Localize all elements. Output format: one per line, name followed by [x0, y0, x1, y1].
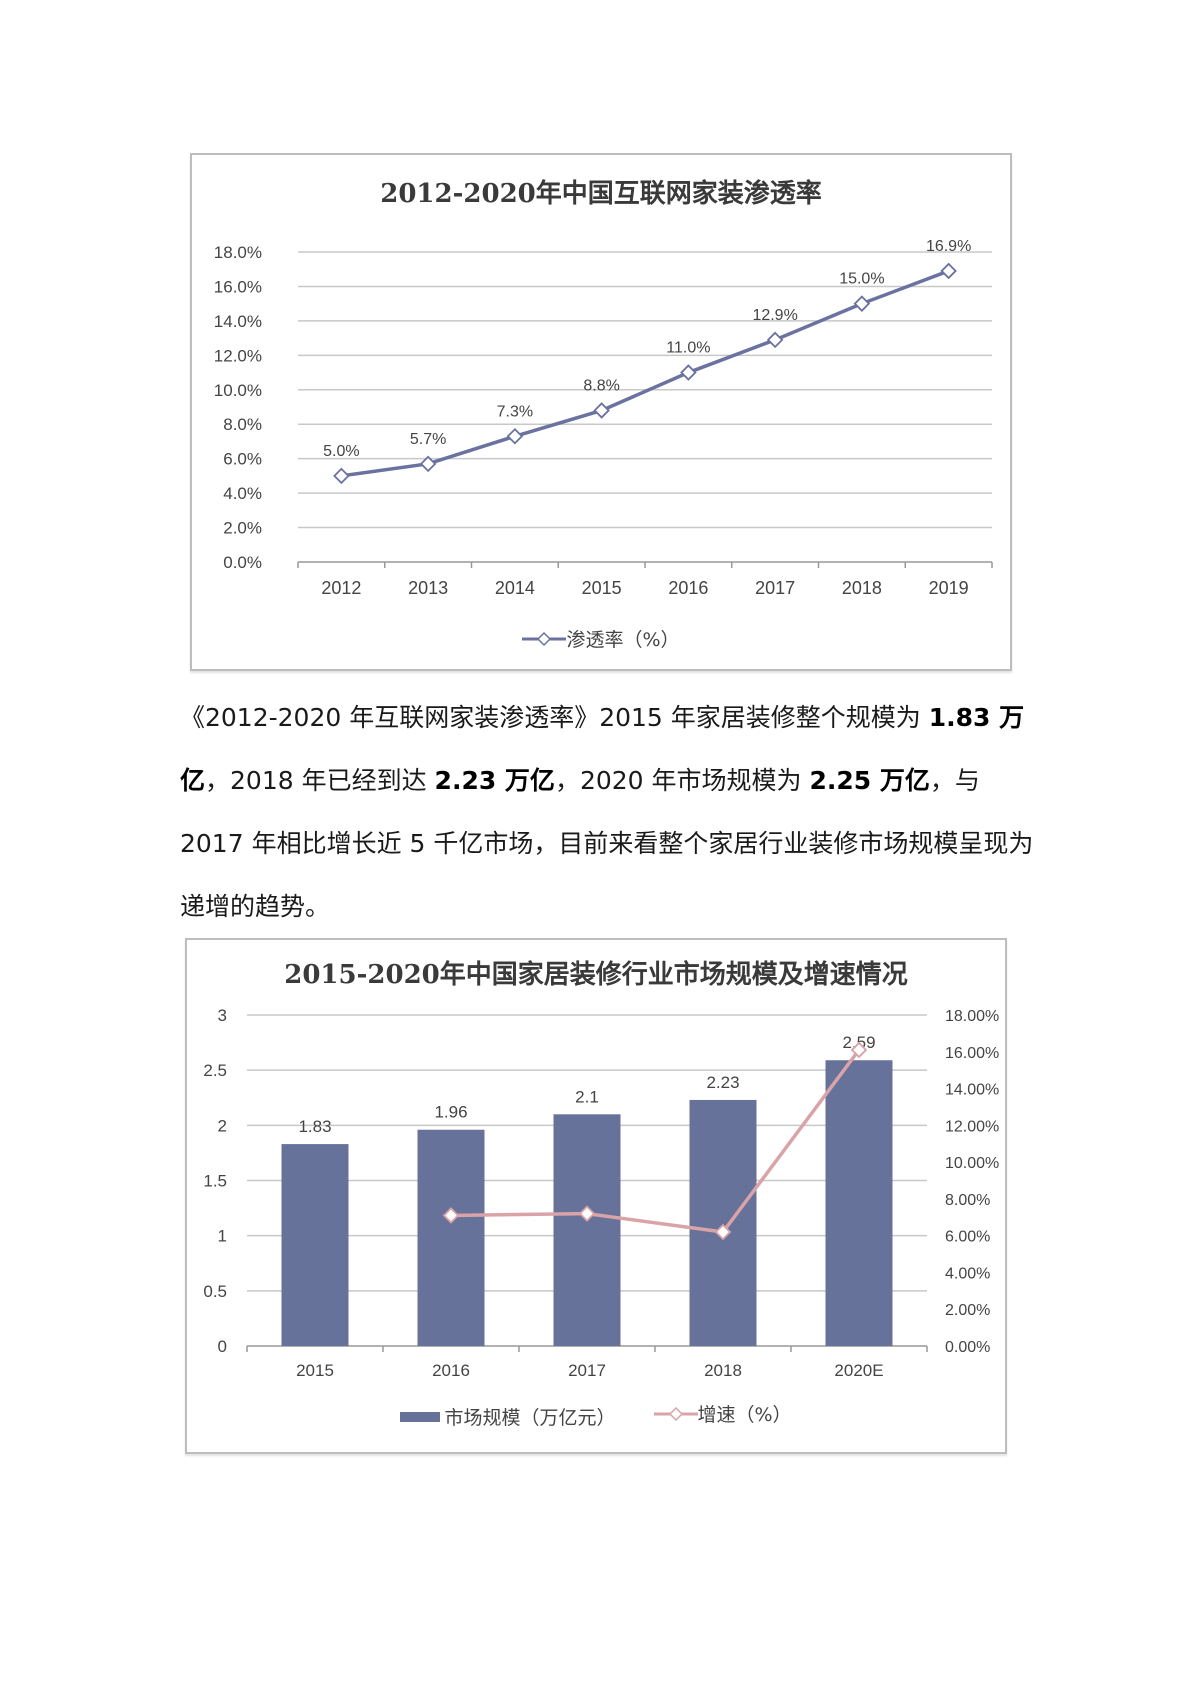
right-y-tick-label: 10.00%: [945, 1155, 999, 1172]
x-tick-label: 2017: [568, 1361, 606, 1380]
diamond-marker-icon: [442, 1207, 460, 1224]
market-size-bar: [689, 1099, 757, 1346]
diamond-marker-icon: [593, 402, 610, 419]
y-tick-label: 10.0%: [214, 381, 262, 400]
diamond-marker-icon: [578, 1205, 596, 1222]
y-tick-label: 6.0%: [223, 450, 262, 469]
y-tick-label: 0.0%: [223, 553, 262, 572]
bold-figure: 2.23 万亿: [434, 766, 555, 795]
chart-title: 2015-2020年中国家居装修行业市场规模及增速情况: [284, 960, 908, 990]
y-tick-label: 16.0%: [214, 277, 262, 296]
right-y-tick-label: 2.00%: [945, 1302, 990, 1319]
diamond-marker-icon: [850, 1041, 868, 1059]
left-y-tick-label: 2: [218, 1116, 227, 1135]
y-tick-label: 18.0%: [214, 243, 262, 262]
data-label: 5.0%: [323, 443, 359, 460]
data-label: 7.3%: [497, 403, 533, 420]
text-segment: ，2018 年已经到达: [205, 766, 435, 795]
right-y-tick-label: 18.00%: [945, 1008, 999, 1025]
bar-data-label: 2.1: [575, 1087, 599, 1106]
diamond-marker-icon: [853, 295, 871, 312]
chart-legend: 渗透率（%）: [192, 625, 1010, 652]
diamond-marker-icon: [419, 455, 437, 473]
text-segment: 《2012-2020 年互联网家装渗透率》2015 年家居装修整个规模为: [180, 703, 929, 732]
legend-item-market-size: 市场规模（万亿元）: [400, 1403, 615, 1430]
bold-figure: 2.25 万亿: [809, 766, 930, 795]
data-label: 15.0%: [839, 271, 884, 288]
combo-chart-plot: 0 0.5 1 1.5 2 2.5 3 0.00% 2.00% 4.00% 6.00% 8.00% 10…: [203, 1006, 999, 1380]
y-tick-label: 2.0%: [223, 519, 262, 538]
legend-item-penetration: 渗透率（%）: [522, 625, 680, 652]
line-diamond-marker-icon: [653, 1406, 698, 1421]
market-size-bar: [553, 1114, 621, 1346]
x-tick-label: 2015: [582, 578, 622, 598]
left-y-tick-label: 1.5: [203, 1172, 227, 1191]
diamond-marker-icon: [714, 1223, 732, 1241]
x-tick-label: 2012: [321, 578, 361, 598]
x-tick-label: 2020E: [834, 1361, 883, 1380]
x-tick-label: 2019: [929, 578, 969, 598]
y-tick-label: 14.0%: [214, 312, 262, 331]
x-tick-label: 2017: [755, 578, 795, 598]
bar-data-label: 1.96: [434, 1103, 467, 1122]
chart-title: 2012-2020年中国互联网家装渗透率: [380, 179, 822, 209]
left-y-tick-label: 3: [218, 1006, 227, 1025]
right-y-tick-label: 16.00%: [945, 1045, 999, 1062]
diamond-marker-icon: [766, 331, 784, 349]
left-y-tick-label: 1: [218, 1227, 227, 1246]
x-tick-label: 2014: [495, 578, 535, 598]
data-label: 12.9%: [752, 307, 797, 324]
left-y-tick-label: 0: [218, 1337, 227, 1356]
data-label: 16.9%: [926, 238, 971, 255]
diamond-marker-icon: [506, 428, 524, 445]
text-segment: ，与 2017 年相比增长近 5 千亿市场，目前来看整个家居行业装修市场规模呈现…: [180, 766, 1034, 921]
x-tick-label: 2013: [408, 578, 448, 598]
legend-label: 市场规模（万亿元）: [444, 1407, 616, 1429]
market-size-chart: 2015-2020年中国家居装修行业市场规模及增速情况 0 0.5 1 1.5 2 2.5…: [185, 938, 1007, 1454]
left-y-tick-label: 2.5: [203, 1061, 227, 1080]
y-tick-label: 4.0%: [223, 484, 262, 503]
penetration-rate-chart: 2012-2020年中国互联网家装渗透率 0.0% 2.0% 4.0% 6.0% 8.0…: [190, 153, 1012, 671]
chart-legend: 市场规模（万亿元） 增速（%）: [187, 1400, 1005, 1430]
right-y-tick-label: 0.00%: [945, 1339, 990, 1356]
market-size-bar: [281, 1144, 349, 1346]
market-size-bar: [417, 1129, 485, 1346]
penetration-line: [341, 269, 950, 478]
legend-label: 渗透率（%）: [566, 629, 680, 651]
line-diamond-marker-icon: [522, 631, 567, 646]
diamond-marker-icon: [333, 467, 350, 485]
bar-data-label: 1.83: [298, 1117, 331, 1136]
right-y-tick-label: 4.00%: [945, 1265, 990, 1282]
x-tick-label: 2018: [704, 1361, 742, 1380]
data-label: 11.0%: [666, 340, 710, 357]
right-y-tick-label: 12.00%: [945, 1118, 999, 1135]
diamond-marker-icon: [680, 364, 697, 381]
x-tick-label: 2015: [296, 1361, 334, 1380]
x-tick-label: 2016: [668, 578, 708, 598]
body-paragraph: 《2012-2020 年互联网家装渗透率》2015 年家居装修整个规模为 1.8…: [180, 686, 1040, 938]
right-y-tick-label: 8.00%: [945, 1192, 990, 1209]
bar-swatch-icon: [400, 1411, 441, 1422]
y-tick-label: 8.0%: [223, 415, 262, 434]
right-y-tick-label: 6.00%: [945, 1229, 990, 1246]
left-y-tick-label: 0.5: [203, 1282, 227, 1301]
diamond-marker-icon: [940, 262, 957, 280]
legend-label: 增速（%）: [697, 1404, 792, 1426]
text-segment: ，2020 年市场规模为: [554, 766, 810, 795]
x-tick-label: 2018: [842, 578, 882, 598]
growth-rate-line: [450, 1048, 861, 1234]
data-label: 5.7%: [410, 431, 446, 448]
line-chart-plot: 0.0% 2.0% 4.0% 6.0% 8.0% 10.0% 12.0% 14.0% 16.0%…: [214, 238, 993, 598]
market-size-bar: [825, 1060, 893, 1346]
x-tick-label: 2016: [432, 1361, 470, 1380]
y-tick-label: 12.0%: [214, 346, 262, 365]
data-label: 8.8%: [583, 377, 619, 394]
legend-item-growth: 增速（%）: [653, 1400, 792, 1427]
right-y-tick-label: 14.00%: [945, 1082, 999, 1099]
bold-figure: 1.83 万亿: [180, 703, 1025, 795]
bar-data-label: 2.23: [706, 1073, 739, 1092]
